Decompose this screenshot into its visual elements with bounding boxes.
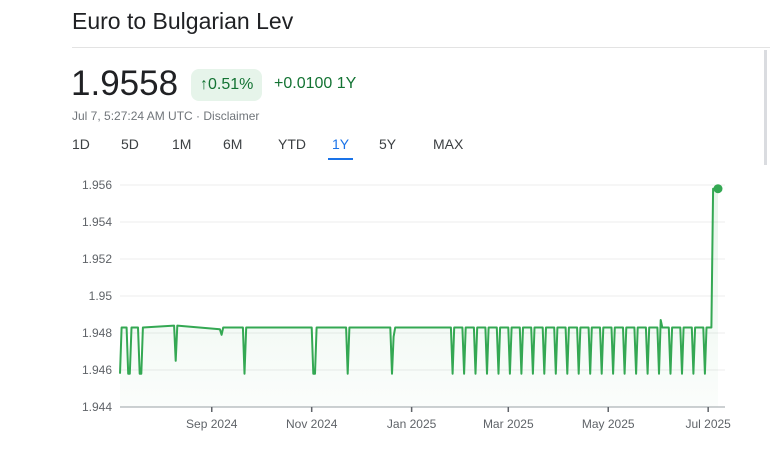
tab-5y[interactable]: 5Y <box>379 136 397 152</box>
area-fill <box>120 188 718 407</box>
x-tick-label: Jan 2025 <box>387 417 437 431</box>
last-point-marker <box>713 184 723 194</box>
tab-max[interactable]: MAX <box>433 136 464 152</box>
page-title: Euro to Bulgarian Lev <box>72 8 294 34</box>
x-tick-label: Nov 2024 <box>286 417 338 431</box>
tab-ytd[interactable]: YTD <box>278 136 306 152</box>
series-line <box>119 187 718 375</box>
tab-1m[interactable]: 1M <box>172 136 192 152</box>
y-tick-label: 1.944 <box>82 400 112 414</box>
current-rate: 1.9558 <box>71 64 179 103</box>
tab-6m[interactable]: 6M <box>223 136 243 152</box>
x-tick-label: Jul 2025 <box>685 417 731 431</box>
y-tick-label: 1.956 <box>82 178 112 192</box>
scrollbar[interactable] <box>764 50 767 165</box>
y-tick-label: 1.952 <box>82 252 112 266</box>
x-tick-label: Sep 2024 <box>186 417 238 431</box>
arrow-up-icon: ↑ <box>200 76 208 93</box>
y-tick-label: 1.95 <box>89 289 113 303</box>
percent-change-badge: ↑0.51% <box>191 69 263 101</box>
y-tick-label: 1.954 <box>82 215 112 229</box>
divider <box>72 47 770 48</box>
timestamp-disclaimer[interactable]: Jul 7, 5:27:24 AM UTC · Disclaimer <box>72 109 260 123</box>
absolute-change: +0.0100 1Y <box>274 75 357 92</box>
x-tick-label: May 2025 <box>582 417 635 431</box>
x-tick-label: Mar 2025 <box>483 417 534 431</box>
y-tick-label: 1.948 <box>82 326 112 340</box>
tab-1y[interactable]: 1Y <box>328 134 354 160</box>
y-tick-label: 1.946 <box>82 363 112 377</box>
tab-5d[interactable]: 5D <box>121 136 139 152</box>
tab-1d[interactable]: 1D <box>72 136 90 152</box>
percent-change: 0.51% <box>208 76 254 93</box>
